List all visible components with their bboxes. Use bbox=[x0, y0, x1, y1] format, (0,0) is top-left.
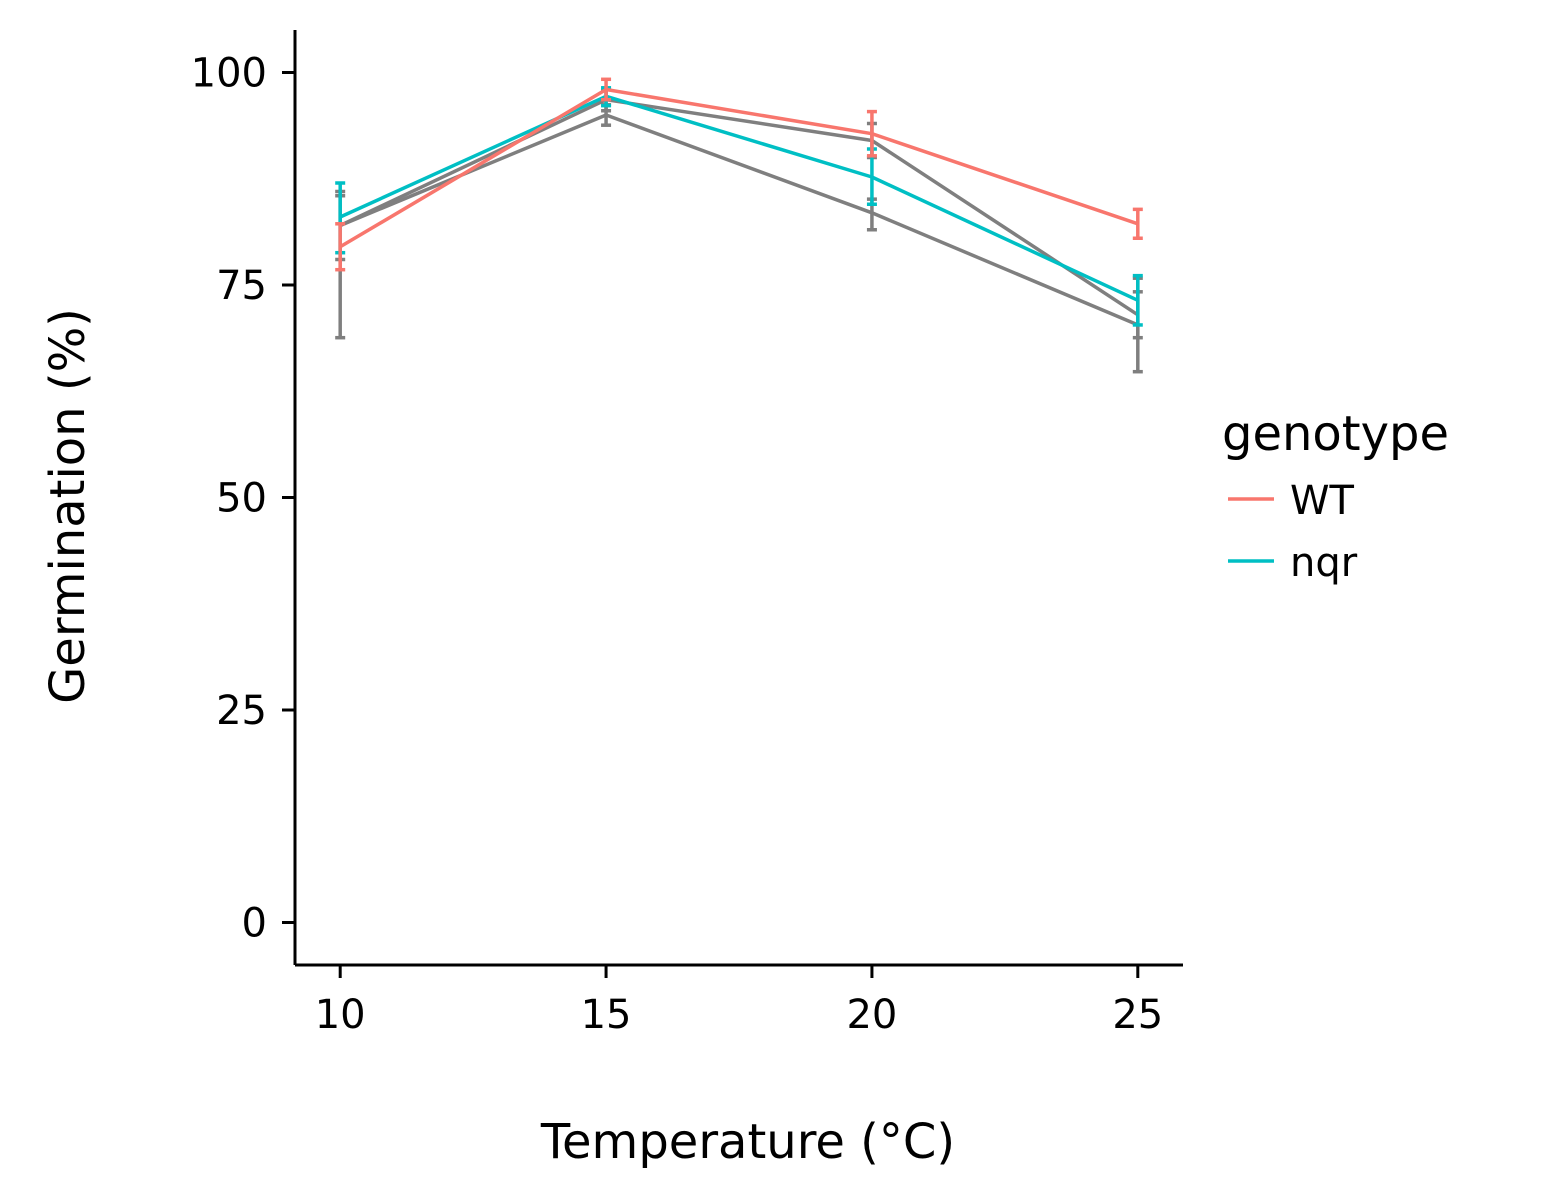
x-tick-label: 10 bbox=[315, 992, 366, 1038]
series-extra-2 bbox=[335, 87, 1143, 340]
error-bar bbox=[1132, 273, 1143, 327]
legend-label: WT bbox=[1290, 478, 1355, 524]
y-tick-label: 25 bbox=[216, 688, 267, 734]
series-wt bbox=[335, 77, 1143, 272]
x-tick-label: 15 bbox=[581, 992, 632, 1038]
series-line bbox=[339, 113, 1139, 327]
legend-entry-wt: WT bbox=[1228, 478, 1355, 524]
y-axis-ticks: 0 25 50 75 100 bbox=[191, 51, 295, 947]
series-nqr bbox=[335, 86, 1143, 327]
x-tick-label: 20 bbox=[846, 992, 897, 1038]
error-bar bbox=[601, 77, 612, 102]
y-tick-label: 50 bbox=[216, 476, 267, 522]
series-line bbox=[339, 87, 1139, 249]
legend: genotype WT nqr bbox=[1222, 406, 1449, 586]
x-tick-label: 25 bbox=[1112, 992, 1163, 1038]
legend-entry-nqr: nqr bbox=[1228, 540, 1358, 586]
series-layer bbox=[335, 77, 1143, 374]
x-axis-ticks: 10 15 20 25 bbox=[315, 965, 1163, 1038]
legend-label: nqr bbox=[1290, 540, 1358, 586]
legend-entries: WT nqr bbox=[1228, 478, 1358, 586]
y-tick-label: 100 bbox=[191, 51, 267, 97]
legend-title: genotype bbox=[1222, 406, 1449, 462]
series-line bbox=[339, 97, 1139, 317]
y-tick-label: 0 bbox=[242, 901, 267, 947]
error-bar bbox=[335, 222, 346, 272]
error-bar bbox=[866, 109, 877, 158]
x-axis-title: Temperature (°C) bbox=[540, 1114, 955, 1170]
y-tick-label: 75 bbox=[216, 263, 267, 309]
error-bar bbox=[1132, 207, 1143, 240]
series-line bbox=[339, 94, 1139, 302]
y-axis-title: Germination (%) bbox=[40, 308, 96, 704]
